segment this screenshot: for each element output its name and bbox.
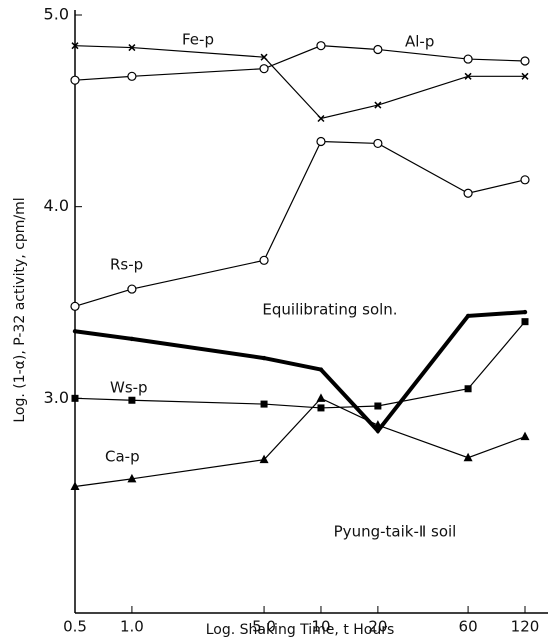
marker (72, 329, 78, 334)
x-tick-label: 120 (511, 618, 540, 636)
marker (317, 114, 325, 123)
series-label: Fe-p (182, 31, 214, 49)
y-axis-label: Log. (1-α), P-32 activity, cpm/ml (12, 197, 28, 422)
marker (260, 400, 268, 408)
marker (127, 71, 137, 81)
marker (261, 355, 267, 361)
x-axis-label: Log. Shaking Time, t Hours (206, 622, 395, 638)
marker (71, 394, 79, 402)
marker (373, 44, 383, 55)
series-label: Al-p (405, 33, 434, 51)
x-tick-label: 10 (311, 618, 330, 636)
marker (316, 136, 326, 147)
marker (70, 301, 80, 311)
annotation: Pyung-taik-Ⅱ soil (334, 523, 457, 541)
series-label: Ws-p (110, 379, 148, 397)
marker (520, 56, 530, 66)
series-line (74, 45, 525, 120)
series-line (74, 45, 526, 81)
marker (463, 188, 473, 198)
marker (260, 53, 268, 61)
marker (463, 54, 473, 64)
marker (318, 367, 324, 372)
marker (127, 284, 137, 294)
marker (259, 64, 269, 74)
x-tick-label: 5.0 (252, 618, 276, 636)
y-tick-label: 3.0 (44, 388, 69, 407)
marker (316, 41, 326, 51)
marker (259, 454, 269, 464)
marker (316, 393, 326, 402)
marker (522, 309, 528, 315)
marker (128, 396, 136, 404)
series-label: Rs-p (110, 256, 143, 274)
marker (129, 336, 135, 342)
marker (374, 402, 382, 410)
marker (128, 44, 136, 52)
series-line (74, 397, 526, 488)
marker (71, 42, 79, 50)
marker (520, 175, 530, 185)
marker (375, 428, 381, 434)
series-label: Ca-p (105, 448, 140, 466)
marker (70, 481, 80, 490)
marker (521, 318, 529, 326)
marker (127, 473, 137, 483)
marker (520, 431, 530, 441)
marker (374, 101, 382, 109)
marker (317, 404, 325, 412)
y-tick-label: 5.0 (44, 5, 69, 24)
marker (464, 72, 472, 80)
series-line (74, 310, 526, 434)
x-tick-label: 0.5 (63, 618, 87, 636)
marker (373, 138, 383, 149)
marker (464, 385, 472, 393)
x-tick-label: 60 (459, 618, 478, 636)
x-tick-label: 1.0 (120, 618, 144, 636)
marker (465, 313, 471, 319)
y-tick-label: 4.0 (44, 196, 69, 215)
series-line (74, 140, 526, 307)
marker (373, 420, 383, 429)
marker (521, 72, 529, 80)
marker (463, 452, 473, 462)
marker (259, 255, 269, 265)
x-tick-label: 20 (368, 618, 387, 636)
series-label: Equilibrating soln. (262, 301, 397, 319)
marker (70, 75, 80, 85)
